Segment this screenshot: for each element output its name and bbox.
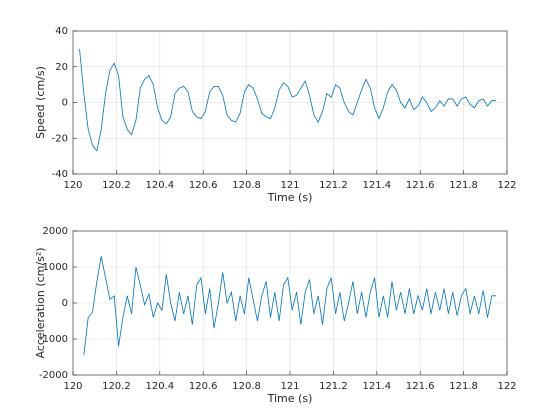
axes-box [72,230,508,376]
y-tick-label: -20 [52,133,68,144]
x-tick-label: 121.8 [449,381,478,392]
data-line [83,256,497,356]
x-axis-label: Time (s) [267,191,313,204]
y-tick-label: -2000 [39,370,68,381]
x-tick-label: 120.6 [189,180,218,191]
x-tick-label: 120.2 [102,381,131,392]
y-tick-label: 0 [62,298,68,309]
x-tick-label: 122 [497,180,516,191]
y-tick-label: 0 [62,98,68,109]
x-tick-label: 120.4 [145,180,174,191]
y-tick-label: 2000 [43,226,68,237]
y-axis-label: Speed (cm/s) [34,66,47,139]
x-tick-label: 121.4 [362,381,391,392]
data-line [79,48,497,152]
x-tick-label: 120 [63,381,82,392]
x-tick-label: 120.8 [232,381,261,392]
x-tick-label: 120.6 [189,381,218,392]
y-axis-label: Acceleration (cm/s²) [34,247,47,358]
y-tick-label: 1000 [43,262,68,273]
x-tick-label: 121 [280,180,299,191]
axes-box [72,30,508,175]
y-tick-label: 20 [55,62,68,73]
y-tick-label: -1000 [39,334,68,345]
y-tick-label: 40 [55,26,68,37]
x-tick-label: 121.2 [319,381,348,392]
x-tick-label: 121.6 [406,180,435,191]
y-tick-label: -40 [52,169,68,180]
x-tick-label: 120.4 [145,381,174,392]
x-tick-label: 121.8 [449,180,478,191]
x-tick-label: 120 [63,180,82,191]
x-tick-label: 121.6 [406,381,435,392]
x-tick-label: 120.8 [232,180,261,191]
x-tick-label: 120.2 [102,180,131,191]
x-tick-label: 122 [497,381,516,392]
x-tick-label: 121.4 [362,180,391,191]
x-axis-label: Time (s) [267,392,313,405]
x-tick-label: 121 [280,381,299,392]
x-tick-label: 121.2 [319,180,348,191]
